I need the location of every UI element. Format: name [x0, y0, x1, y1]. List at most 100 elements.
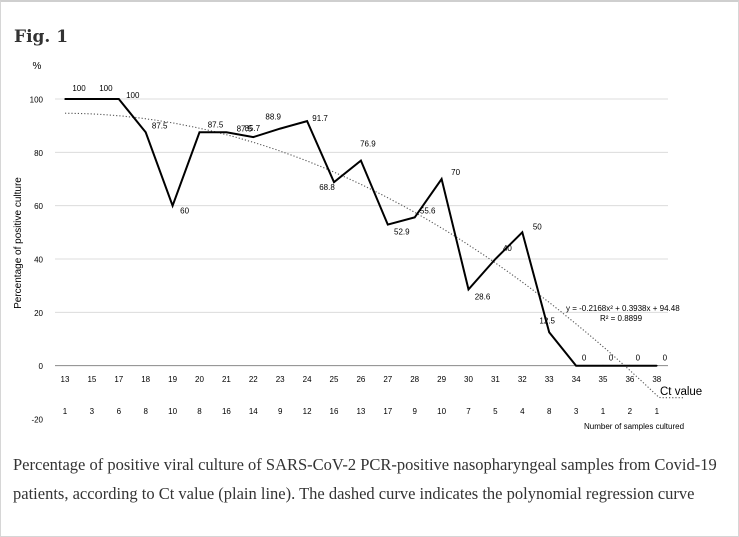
data-point	[413, 216, 416, 219]
samples-cultured-value: 16	[222, 407, 231, 416]
data-point	[333, 181, 335, 183]
figure-caption: Percentage of positive viral culture of …	[13, 455, 717, 503]
samples-cultured-value: 6	[117, 407, 122, 416]
data-point	[575, 364, 577, 367]
x-tick-label: 19	[168, 375, 177, 384]
data-label: 88.9	[265, 113, 281, 122]
data-point	[252, 136, 255, 138]
samples-cultured-value: 8	[143, 407, 148, 416]
data-point	[306, 120, 308, 122]
data-label: 70	[451, 168, 460, 177]
data-label: 55.6	[420, 206, 436, 215]
data-point	[279, 127, 282, 130]
x-tick-label: 31	[491, 375, 500, 384]
samples-cultured-value: 16	[330, 407, 339, 416]
y-axis: -20 0 20 40 60 80 100	[30, 96, 44, 425]
data-point	[656, 364, 658, 367]
samples-cultured-value: 1	[63, 407, 68, 416]
data-point	[521, 231, 524, 234]
samples-cultured-value: 13	[356, 407, 365, 416]
x-tick-label: 32	[518, 375, 527, 384]
x-tick-label: 36	[625, 375, 634, 384]
samples-cultured-label: Number of samples cultured	[584, 422, 684, 431]
x-tick-label: 15	[87, 375, 96, 384]
y-unit-label: %	[33, 61, 42, 72]
data-label: 100	[72, 84, 86, 93]
data-label: 87.5	[152, 121, 168, 130]
x-tick-label: 28	[410, 375, 419, 384]
samples-cultured-value: 9	[278, 407, 283, 416]
y-tick-label: -20	[31, 416, 43, 425]
samples-cultured-value: 3	[90, 407, 95, 416]
data-label: 52.9	[394, 228, 410, 237]
samples-cultured-value: 4	[520, 407, 525, 416]
data-point	[440, 178, 443, 180]
y-tick-label: 100	[30, 96, 44, 105]
figure-label: Fig. 1	[14, 27, 69, 47]
x-tick-label: 17	[114, 375, 123, 384]
data-point	[225, 131, 228, 134]
data-point	[64, 98, 66, 100]
series-line	[64, 98, 658, 367]
data-label: 0	[609, 354, 614, 363]
y-tick-label: 60	[34, 202, 43, 211]
x-tick-label: 21	[222, 375, 231, 384]
data-point	[171, 204, 174, 207]
data-label: 91.7	[312, 114, 328, 123]
samples-cultured-value: 8	[547, 407, 552, 416]
samples-cultured-value: 2	[628, 407, 633, 416]
samples-cultured-value: 10	[168, 407, 177, 416]
samples-cultured-row: 1 3 6 8 10 8 16 14 9 12 16 13 17 9 10 7 5 4 8 3 1 2 1	[63, 407, 660, 416]
samples-cultured-value: 8	[197, 407, 202, 416]
x-tick-label: 27	[383, 375, 392, 384]
samples-cultured-value: 10	[437, 407, 446, 416]
data-label: 76.9	[360, 140, 376, 149]
samples-cultured-value: 5	[493, 407, 498, 416]
x-tick-label: 13	[61, 375, 70, 384]
regression-line	[64, 112, 684, 399]
x-tick-label: 22	[249, 375, 258, 384]
x-axis-label: Ct value	[660, 386, 702, 398]
data-label: 0	[663, 354, 668, 363]
data-label: 100	[126, 91, 140, 100]
samples-cultured-value: 3	[574, 407, 579, 416]
data-point	[198, 131, 201, 134]
data-label: 87.5	[237, 124, 253, 133]
regression-curve	[64, 112, 684, 399]
data-label: 60	[180, 207, 189, 216]
data-point	[602, 364, 604, 367]
data-point	[629, 364, 631, 367]
data-point	[548, 331, 550, 334]
grid-lines	[55, 98, 668, 313]
x-tick-label: 20	[195, 375, 204, 384]
data-point	[494, 258, 497, 260]
samples-cultured-value: 9	[412, 407, 417, 416]
x-tick-label: 33	[545, 375, 554, 384]
data-point	[467, 288, 470, 291]
y-axis-label: Percentage of positive culture	[13, 177, 24, 309]
data-label: 40	[503, 244, 512, 253]
y-tick-label: 40	[34, 256, 43, 265]
samples-cultured-value: 1	[601, 407, 606, 416]
x-axis: 13 15 17 18 19 20 21 22 23 24 25 26 27 28 29 30 31 32 33 34…	[55, 365, 668, 384]
data-point	[144, 131, 147, 134]
x-tick-label: 25	[330, 375, 339, 384]
samples-cultured-value: 7	[466, 407, 471, 416]
x-tick-label: 34	[572, 375, 581, 384]
data-point	[387, 223, 389, 226]
data-label: 0	[636, 354, 641, 363]
samples-cultured-value: 12	[303, 407, 312, 416]
x-tick-label: 26	[356, 375, 365, 384]
samples-cultured-value: 17	[383, 407, 392, 416]
data-point	[118, 98, 120, 100]
data-label: 100	[99, 84, 113, 93]
data-label: 87.5	[208, 120, 224, 129]
data-point	[360, 159, 362, 162]
x-tick-label: 18	[141, 375, 150, 384]
x-tick-label: 35	[599, 375, 608, 384]
data-point	[91, 98, 93, 100]
y-tick-label: 0	[39, 362, 44, 371]
data-label: 85.7	[245, 124, 261, 133]
